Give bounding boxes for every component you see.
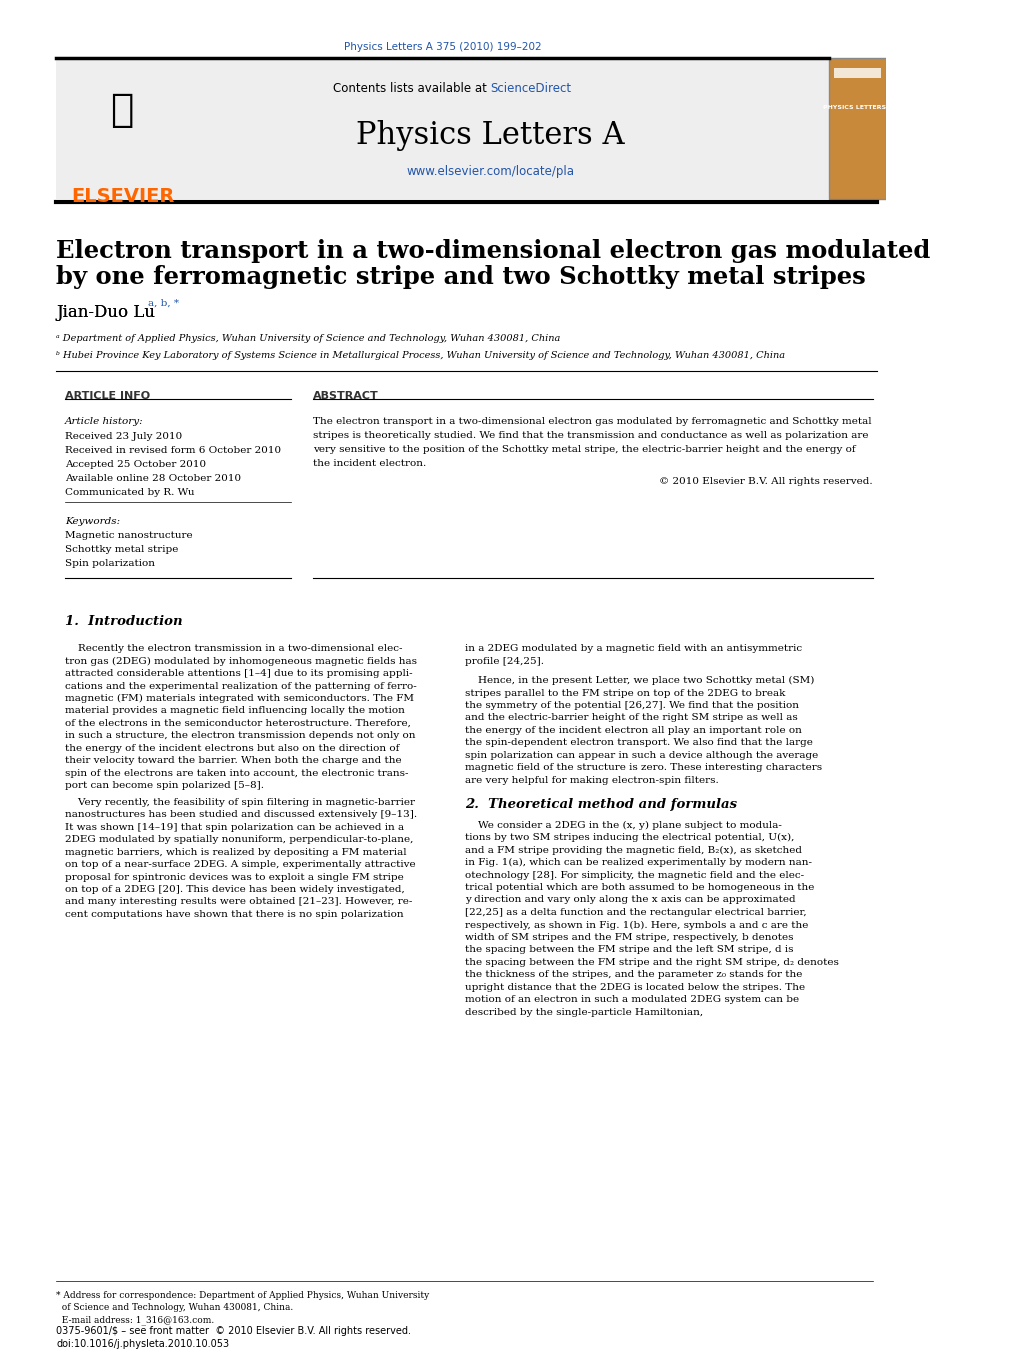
Text: are very helpful for making electron-spin filters.: are very helpful for making electron-spi…: [464, 775, 717, 785]
Text: motion of an electron in such a modulated 2DEG system can be: motion of an electron in such a modulate…: [464, 996, 798, 1004]
Text: Received in revised form 6 October 2010: Received in revised form 6 October 2010: [65, 446, 281, 455]
Bar: [56, 58, 182, 200]
Text: Jian-Duo Lu: Jian-Duo Lu: [56, 304, 155, 322]
Text: proposal for spintronic devices was to exploit a single FM stripe: proposal for spintronic devices was to e…: [65, 873, 404, 881]
Text: E-mail address: 1_316@163.com.: E-mail address: 1_316@163.com.: [56, 1316, 214, 1325]
Text: in a 2DEG modulated by a magnetic field with an antisymmetric: in a 2DEG modulated by a magnetic field …: [464, 644, 801, 653]
Text: the spacing between the FM stripe and the left SM stripe, d is: the spacing between the FM stripe and th…: [464, 946, 793, 954]
Text: Schottky metal stripe: Schottky metal stripe: [65, 546, 178, 554]
Text: stripes parallel to the FM stripe on top of the 2DEG to break: stripes parallel to the FM stripe on top…: [464, 689, 785, 697]
Text: magnetic (FM) materials integrated with semiconductors. The FM: magnetic (FM) materials integrated with …: [65, 694, 414, 703]
Text: in such a structure, the electron transmission depends not only on: in such a structure, the electron transm…: [65, 731, 415, 740]
Bar: [828, 58, 884, 200]
Text: nanostructures has been studied and discussed extensively [9–13].: nanostructures has been studied and disc…: [65, 811, 417, 819]
Text: ᵃ Department of Applied Physics, Wuhan University of Science and Technology, Wuh: ᵃ Department of Applied Physics, Wuhan U…: [56, 334, 560, 343]
Text: ARTICLE INFO: ARTICLE INFO: [65, 390, 150, 401]
Text: Received 23 July 2010: Received 23 July 2010: [65, 432, 182, 440]
Text: a, b, *: a, b, *: [148, 299, 178, 308]
Text: ScienceDirect: ScienceDirect: [490, 82, 572, 95]
Bar: [833, 68, 879, 78]
Text: spin of the electrons are taken into account, the electronic trans-: spin of the electrons are taken into acc…: [65, 769, 409, 778]
Text: the incident electron.: the incident electron.: [312, 459, 426, 467]
Text: * Address for correspondence: Department of Applied Physics, Wuhan University: * Address for correspondence: Department…: [56, 1292, 429, 1300]
Text: the thickness of the stripes, and the parameter z₀ stands for the: the thickness of the stripes, and the pa…: [464, 970, 801, 979]
Text: Article history:: Article history:: [65, 417, 144, 426]
Text: of Science and Technology, Wuhan 430081, China.: of Science and Technology, Wuhan 430081,…: [56, 1304, 293, 1312]
Text: Contents lists available at: Contents lists available at: [332, 82, 490, 95]
Text: 2.  Theoretical method and formulas: 2. Theoretical method and formulas: [464, 797, 736, 811]
Text: It was shown [14–19] that spin polarization can be achieved in a: It was shown [14–19] that spin polarizat…: [65, 823, 404, 832]
Text: doi:10.1016/j.physleta.2010.10.053: doi:10.1016/j.physleta.2010.10.053: [56, 1339, 229, 1350]
Text: Available online 28 October 2010: Available online 28 October 2010: [65, 474, 242, 482]
Text: described by the single-particle Hamiltonian,: described by the single-particle Hamilto…: [464, 1008, 702, 1017]
Text: very sensitive to the position of the Schottky metal stripe, the electric-barrie: very sensitive to the position of the Sc…: [312, 444, 854, 454]
Text: 🌳: 🌳: [110, 91, 133, 128]
Text: cent computations have shown that there is no spin polarization: cent computations have shown that there …: [65, 911, 404, 919]
Text: www.elsevier.com/locate/pla: www.elsevier.com/locate/pla: [407, 165, 574, 177]
Text: y direction and vary only along the x axis can be approximated: y direction and vary only along the x ax…: [464, 896, 795, 904]
Text: the energy of the incident electron all play an important role on: the energy of the incident electron all …: [464, 725, 801, 735]
Text: tron gas (2DEG) modulated by inhomogeneous magnetic fields has: tron gas (2DEG) modulated by inhomogeneo…: [65, 657, 417, 666]
Text: 2DEG modulated by spatially nonuniform, perpendicular-to-plane,: 2DEG modulated by spatially nonuniform, …: [65, 835, 413, 844]
Text: We consider a 2DEG in the (x, y) plane subject to modula-: We consider a 2DEG in the (x, y) plane s…: [464, 820, 781, 830]
Text: attracted considerable attentions [1–4] due to its promising appli-: attracted considerable attentions [1–4] …: [65, 669, 413, 678]
Text: respectively, as shown in Fig. 1(b). Here, symbols a and c are the: respectively, as shown in Fig. 1(b). Her…: [464, 920, 807, 929]
Text: The electron transport in a two-dimensional electron gas modulated by ferromagne: The electron transport in a two-dimensio…: [312, 417, 870, 426]
Text: spin polarization can appear in such a device although the average: spin polarization can appear in such a d…: [464, 751, 817, 759]
Text: tions by two SM stripes inducing the electrical potential, U(x),: tions by two SM stripes inducing the ele…: [464, 834, 793, 842]
Text: Recently the electron transmission in a two-dimensional elec-: Recently the electron transmission in a …: [65, 644, 403, 653]
Text: Magnetic nanostructure: Magnetic nanostructure: [65, 531, 193, 540]
Text: their velocity toward the barrier. When both the charge and the: their velocity toward the barrier. When …: [65, 757, 401, 766]
Text: Accepted 25 October 2010: Accepted 25 October 2010: [65, 459, 206, 469]
Text: by one ferromagnetic stripe and two Schottky metal stripes: by one ferromagnetic stripe and two Scho…: [56, 265, 865, 289]
Text: upright distance that the 2DEG is located below the stripes. The: upright distance that the 2DEG is locate…: [464, 982, 804, 992]
Text: Physics Letters A 375 (2010) 199–202: Physics Letters A 375 (2010) 199–202: [343, 42, 541, 51]
Text: the spin-dependent electron transport. We also find that the large: the spin-dependent electron transport. W…: [464, 739, 812, 747]
Text: 1.  Introduction: 1. Introduction: [65, 615, 182, 628]
Text: © 2010 Elsevier B.V. All rights reserved.: © 2010 Elsevier B.V. All rights reserved…: [658, 477, 872, 485]
Text: Hence, in the present Letter, we place two Schottky metal (SM): Hence, in the present Letter, we place t…: [464, 676, 813, 685]
Text: and many interesting results were obtained [21–23]. However, re-: and many interesting results were obtain…: [65, 897, 412, 907]
Text: Physics Letters A: Physics Letters A: [356, 120, 625, 151]
Text: on top of a 2DEG [20]. This device has been widely investigated,: on top of a 2DEG [20]. This device has b…: [65, 885, 405, 894]
Text: material provides a magnetic field influencing locally the motion: material provides a magnetic field influ…: [65, 707, 405, 716]
Text: of the electrons in the semiconductor heterostructure. Therefore,: of the electrons in the semiconductor he…: [65, 719, 411, 728]
Text: magnetic barriers, which is realized by depositing a FM material: magnetic barriers, which is realized by …: [65, 847, 407, 857]
Text: otechnology [28]. For simplicity, the magnetic field and the elec-: otechnology [28]. For simplicity, the ma…: [464, 870, 803, 880]
Text: Communicated by R. Wu: Communicated by R. Wu: [65, 488, 195, 497]
Text: cations and the experimental realization of the patterning of ferro-: cations and the experimental realization…: [65, 681, 417, 690]
Text: the energy of the incident electrons but also on the direction of: the energy of the incident electrons but…: [65, 744, 399, 753]
Text: magnetic field of the structure is zero. These interesting characters: magnetic field of the structure is zero.…: [464, 763, 821, 773]
Text: ELSEVIER: ELSEVIER: [71, 188, 174, 207]
Text: and a FM stripe providing the magnetic field, B₂(x), as sketched: and a FM stripe providing the magnetic f…: [464, 846, 801, 855]
Text: Jian-Duo Lu: Jian-Duo Lu: [56, 304, 155, 322]
Text: width of SM stripes and the FM stripe, respectively, b denotes: width of SM stripes and the FM stripe, r…: [464, 932, 793, 942]
Text: trical potential which are both assumed to be homogeneous in the: trical potential which are both assumed …: [464, 884, 813, 892]
Text: ABSTRACT: ABSTRACT: [312, 390, 378, 401]
Bar: [182, 58, 798, 200]
Text: port can become spin polarized [5–8].: port can become spin polarized [5–8].: [65, 781, 264, 790]
Text: on top of a near-surface 2DEG. A simple, experimentally attractive: on top of a near-surface 2DEG. A simple,…: [65, 861, 416, 869]
Text: PHYSICS LETTERS A: PHYSICS LETTERS A: [822, 104, 893, 109]
Text: Electron transport in a two-dimensional electron gas modulated: Electron transport in a two-dimensional …: [56, 239, 930, 263]
Text: Spin polarization: Spin polarization: [65, 559, 155, 569]
Text: stripes is theoretically studied. We find that the transmission and conductance : stripes is theoretically studied. We fin…: [312, 431, 867, 440]
Text: ᵇ Hubei Province Key Laboratory of Systems Science in Metallurgical Process, Wuh: ᵇ Hubei Province Key Laboratory of Syste…: [56, 351, 785, 359]
Text: the spacing between the FM stripe and the right SM stripe, d₂ denotes: the spacing between the FM stripe and th…: [464, 958, 838, 967]
Text: [22,25] as a delta function and the rectangular electrical barrier,: [22,25] as a delta function and the rect…: [464, 908, 805, 917]
Text: Very recently, the feasibility of spin filtering in magnetic-barrier: Very recently, the feasibility of spin f…: [65, 797, 415, 807]
Text: the symmetry of the potential [26,27]. We find that the position: the symmetry of the potential [26,27]. W…: [464, 701, 798, 711]
Text: 0375-9601/$ – see front matter  © 2010 Elsevier B.V. All rights reserved.: 0375-9601/$ – see front matter © 2010 El…: [56, 1327, 411, 1336]
Text: Keywords:: Keywords:: [65, 516, 120, 526]
Text: in Fig. 1(a), which can be realized experimentally by modern nan-: in Fig. 1(a), which can be realized expe…: [464, 858, 811, 867]
Bar: [56, 58, 828, 200]
Text: and the electric-barrier height of the right SM stripe as well as: and the electric-barrier height of the r…: [464, 713, 797, 723]
Text: profile [24,25].: profile [24,25].: [464, 657, 543, 666]
